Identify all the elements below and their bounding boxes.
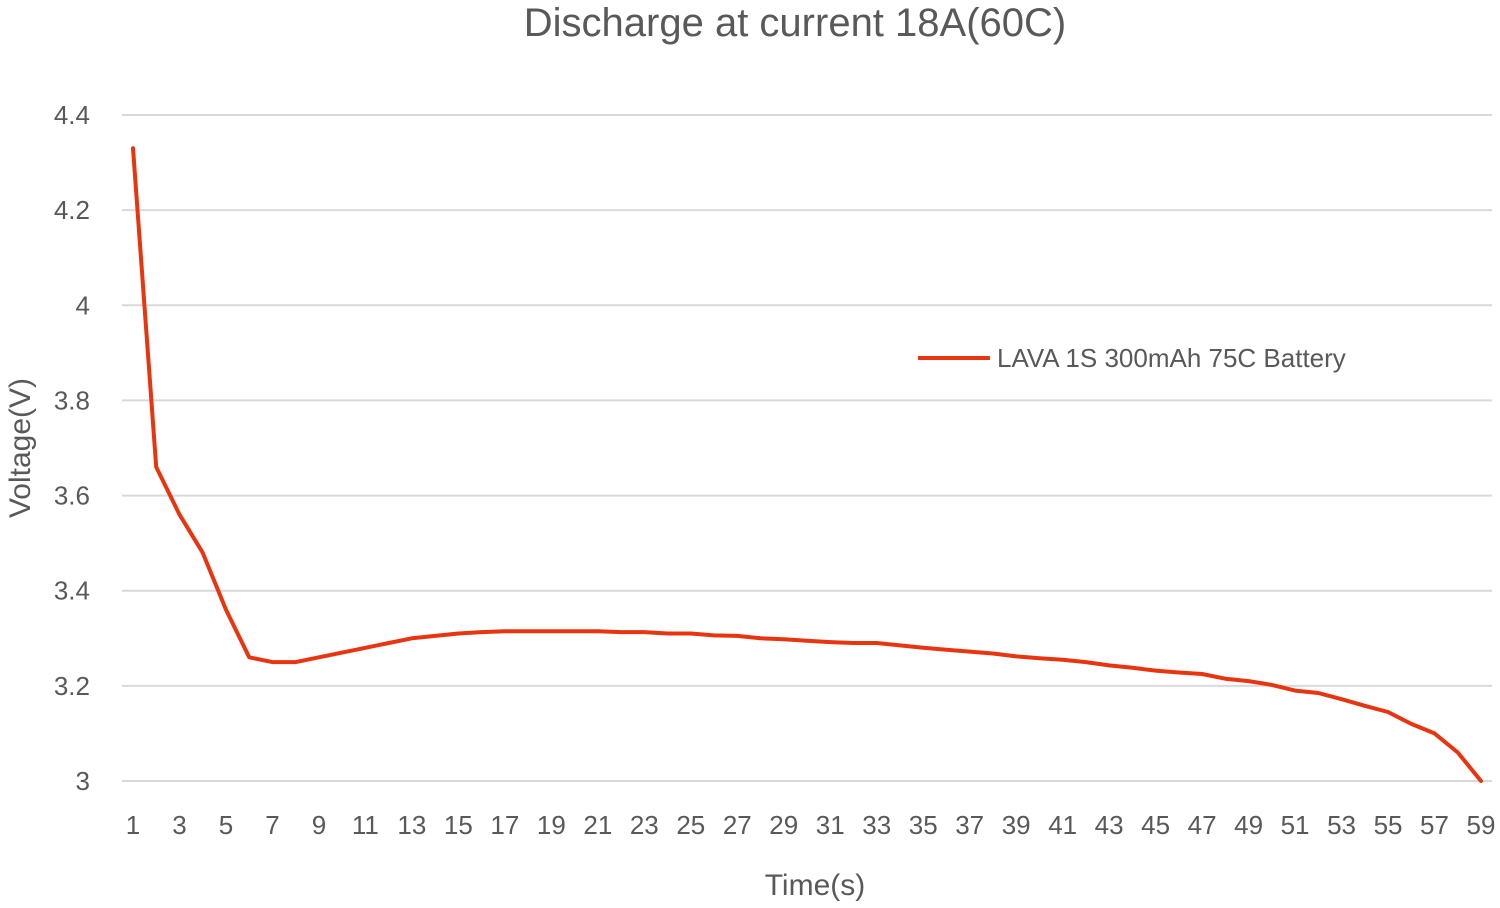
x-tick-label: 13 <box>397 810 426 840</box>
y-axis-title: Voltage(V) <box>4 378 37 518</box>
x-tick-label: 43 <box>1095 810 1124 840</box>
x-axis-ticks: 1 3 5 7 9 11 13 15 17 19 21 23 25 27 29 31 33 35 37 39 41 43 4… <box>126 810 1496 840</box>
chart-title: Discharge at current 18A(60C) <box>524 1 1066 45</box>
legend: LAVA 1S 300mAh 75C Battery <box>918 343 1346 373</box>
x-tick-label: 1 <box>126 810 140 840</box>
y-tick-label: 3 <box>76 766 90 796</box>
x-tick-label: 39 <box>1002 810 1031 840</box>
y-tick-label: 3.8 <box>54 385 90 415</box>
x-tick-label: 55 <box>1374 810 1403 840</box>
x-tick-label: 5 <box>219 810 233 840</box>
x-tick-label: 11 <box>352 810 379 840</box>
y-tick-label: 3.6 <box>54 481 90 511</box>
x-tick-label: 3 <box>172 810 186 840</box>
y-tick-label: 4.2 <box>54 195 90 225</box>
x-tick-label: 59 <box>1467 810 1496 840</box>
y-axis-ticks: 3 3.2 3.4 3.6 3.8 4 4.2 4.4 <box>54 100 90 796</box>
x-tick-label: 57 <box>1420 810 1449 840</box>
x-tick-label: 45 <box>1141 810 1170 840</box>
x-tick-label: 47 <box>1188 810 1217 840</box>
y-tick-label: 4 <box>76 290 90 320</box>
legend-label: LAVA 1S 300mAh 75C Battery <box>997 343 1346 373</box>
x-tick-label: 31 <box>816 810 845 840</box>
series-line-lava-battery <box>131 146 1483 783</box>
x-tick-label: 27 <box>723 810 752 840</box>
y-tick-label: 3.4 <box>54 576 90 606</box>
x-tick-label: 25 <box>676 810 705 840</box>
y-tick-label: 4.4 <box>54 100 90 130</box>
x-axis-title: Time(s) <box>765 869 866 902</box>
x-tick-label: 7 <box>265 810 279 840</box>
x-tick-label: 41 <box>1048 810 1077 840</box>
x-tick-label: 33 <box>862 810 891 840</box>
gridlines <box>122 114 1492 782</box>
x-tick-label: 17 <box>490 810 519 840</box>
x-tick-label: 37 <box>955 810 984 840</box>
x-tick-label: 9 <box>312 810 326 840</box>
x-tick-label: 53 <box>1327 810 1356 840</box>
x-tick-label: 29 <box>769 810 798 840</box>
x-tick-label: 51 <box>1281 810 1310 840</box>
y-tick-label: 3.2 <box>54 671 90 701</box>
x-tick-label: 49 <box>1234 810 1263 840</box>
x-tick-label: 35 <box>909 810 938 840</box>
x-tick-label: 19 <box>537 810 566 840</box>
x-tick-label: 15 <box>444 810 473 840</box>
x-tick-label: 23 <box>630 810 659 840</box>
x-tick-label: 21 <box>583 810 612 840</box>
